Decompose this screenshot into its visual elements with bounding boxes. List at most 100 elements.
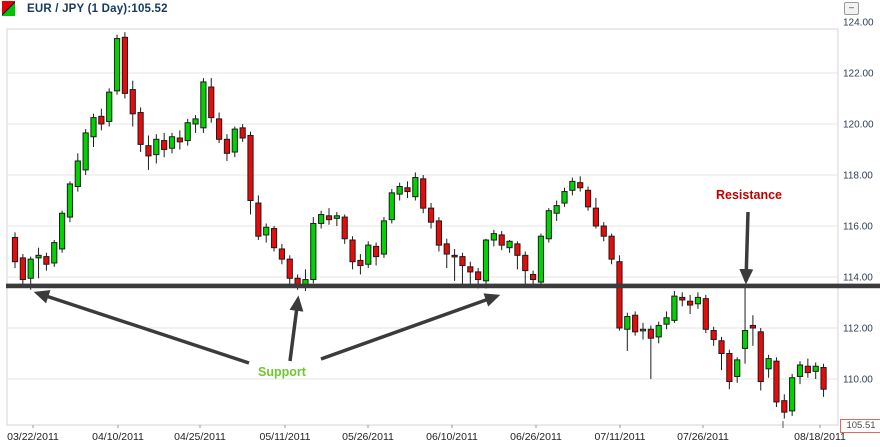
- candle-body-up: [263, 226, 270, 236]
- candle: [522, 251, 529, 286]
- candle-body-down: [459, 256, 466, 267]
- candle-body-down: [373, 245, 380, 258]
- candle: [553, 200, 560, 221]
- candle-body-down: [616, 261, 623, 329]
- candle-body-up: [388, 192, 395, 221]
- candle: [43, 252, 50, 271]
- candle: [710, 326, 717, 346]
- candle: [349, 236, 356, 270]
- candle-body-down: [137, 112, 144, 145]
- candle-body-up: [639, 328, 647, 332]
- x-axis-label: 07/11/2011: [595, 431, 646, 443]
- candle: [247, 131, 254, 215]
- candle: [113, 34, 121, 95]
- candle-body-down: [341, 216, 348, 240]
- candle-body-down: [19, 257, 26, 281]
- candle-body-down: [239, 127, 246, 139]
- candle: [726, 349, 733, 390]
- candle: [161, 132, 168, 158]
- candle-body-down: [216, 118, 223, 140]
- candle-body-up: [671, 295, 678, 321]
- candle-body-down: [98, 115, 105, 125]
- candle: [310, 217, 317, 284]
- candle: [443, 238, 450, 269]
- candle-body-down: [11, 236, 19, 263]
- candle-body-up: [655, 324, 662, 338]
- x-axis-label: 06/26/2011: [510, 431, 562, 443]
- candle-body-down: [718, 340, 725, 354]
- candle: [632, 311, 639, 336]
- candle-body-up: [200, 81, 207, 129]
- candle: [694, 292, 702, 309]
- x-axis-label: 04/25/2011: [174, 431, 226, 443]
- candle: [176, 130, 183, 150]
- candle: [373, 242, 380, 266]
- candle-body-up: [35, 254, 42, 259]
- candle: [451, 248, 458, 281]
- candle: [482, 238, 490, 289]
- candle-body-down: [404, 187, 411, 193]
- candle-body-down: [208, 86, 215, 119]
- candle: [263, 223, 270, 243]
- candle-body-up: [482, 239, 490, 282]
- candle: [687, 294, 694, 314]
- candle-body-up: [59, 212, 66, 250]
- candle-body-down: [286, 258, 293, 279]
- resistance-arrow: [739, 211, 754, 285]
- y-axis-label: 112.00: [843, 324, 873, 335]
- candle-body-up: [82, 132, 89, 171]
- candle-body-down: [577, 182, 584, 189]
- candle: [35, 247, 42, 279]
- candle: [19, 254, 26, 288]
- candle-body-up: [51, 242, 58, 264]
- candle-body-down: [702, 298, 709, 330]
- candle: [270, 226, 278, 252]
- candle-body-up: [27, 258, 34, 279]
- candle: [404, 181, 411, 198]
- y-axis-label: 124.00: [843, 18, 874, 29]
- candle-body-down: [647, 328, 654, 339]
- candle: [216, 112, 223, 144]
- candle-body-up: [624, 316, 631, 330]
- candle: [718, 336, 725, 371]
- candle-body-down: [514, 243, 521, 256]
- candle: [624, 312, 631, 351]
- x-axis-label: 06/10/2011: [426, 431, 478, 443]
- support-arrow: [320, 293, 501, 361]
- x-axis-label: 08/18/2011: [794, 431, 846, 443]
- candle-body-down: [804, 365, 811, 374]
- x-axis-label: 04/10/2011: [92, 431, 144, 443]
- candle-body-down: [176, 137, 183, 143]
- candle: [184, 118, 191, 146]
- candle: [208, 78, 215, 123]
- candle: [765, 354, 772, 378]
- y-axis-label: 110.00: [843, 375, 873, 386]
- candle-body-down: [608, 235, 615, 260]
- candle-body-down: [600, 225, 607, 237]
- chart-title: EUR / JPY (1 Day):105.52: [27, 3, 168, 15]
- resistance-annotation-label: Resistance: [715, 188, 783, 202]
- candle: [286, 255, 293, 285]
- candle: [616, 255, 623, 331]
- candle-body-up: [333, 215, 340, 219]
- candle-body-up: [318, 214, 325, 224]
- x-axis-label: 07/26/2011: [677, 431, 729, 443]
- candle: [200, 78, 207, 133]
- candle-body-down: [773, 360, 780, 403]
- candle-body-down: [679, 296, 686, 301]
- candle: [223, 134, 231, 161]
- candle: [357, 254, 364, 275]
- candle: [608, 233, 615, 265]
- candle: [388, 189, 395, 224]
- candle-body-down: [498, 234, 505, 246]
- candle: [577, 176, 584, 192]
- candle-body-up: [734, 359, 741, 377]
- minimize-icon[interactable]: –: [844, 2, 859, 15]
- candle-body-down: [749, 324, 756, 329]
- candle: [506, 240, 513, 253]
- candle: [420, 175, 427, 214]
- candle-body-down: [420, 178, 427, 209]
- y-axis-label: 122.00: [843, 69, 874, 80]
